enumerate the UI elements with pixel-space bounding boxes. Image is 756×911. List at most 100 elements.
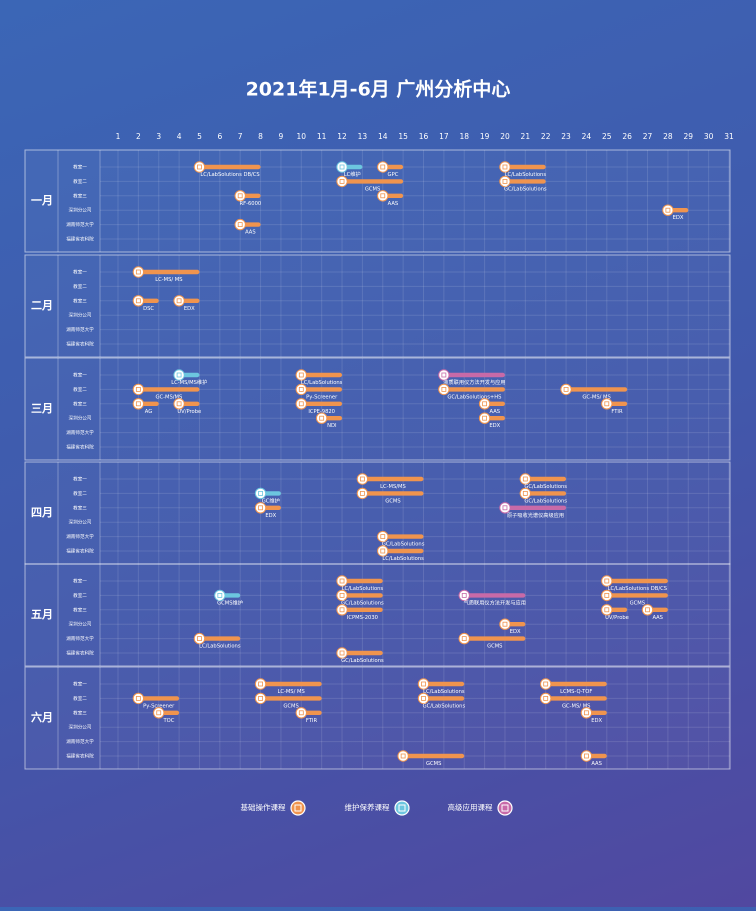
course-label: AAS <box>245 230 256 236</box>
course-label: LC-MS/ MS <box>155 277 182 283</box>
course-label: LC-MS/MS <box>380 484 406 490</box>
course-icon <box>417 678 430 690</box>
course: GC维护 <box>254 487 281 504</box>
x-tick-label: 5 <box>197 132 202 141</box>
icon-glyph <box>258 490 263 496</box>
icon-glyph <box>135 401 141 407</box>
course-label: AAS <box>490 409 501 415</box>
row-label: 教室二 <box>73 695 87 702</box>
course-icon <box>214 589 226 602</box>
course-label: Py-Screener <box>306 394 338 400</box>
row-label: 教室二 <box>73 490 87 497</box>
course: LC/LabSolutions DB/CS <box>193 161 261 178</box>
icon-glyph <box>298 710 304 716</box>
course: EDX <box>478 412 505 429</box>
course: LC-MS/MS <box>356 473 424 490</box>
course-icon <box>132 383 145 396</box>
course-bar <box>138 387 200 392</box>
x-tick-label: 27 <box>643 132 653 141</box>
course: GC-MS/MS <box>132 383 200 400</box>
course-bar <box>362 476 424 482</box>
month-block <box>24 666 731 770</box>
icon-glyph <box>339 164 345 170</box>
course: LC-MS/ MS <box>132 266 200 283</box>
row-label: 深圳分公司 <box>69 415 92 422</box>
icon-glyph <box>461 593 467 598</box>
course-label: UV/Probe <box>605 615 629 621</box>
icon-glyph <box>543 696 549 701</box>
course: GCMS <box>601 589 668 606</box>
course-icon <box>458 632 470 645</box>
course-label: GC/LabSolutions <box>341 600 384 606</box>
course-label: Py-Screener <box>143 703 175 709</box>
course: LC/LabSolutions <box>193 632 241 650</box>
row-label: 教室一 <box>73 164 87 171</box>
month-block <box>24 357 731 461</box>
course-icon <box>356 473 369 485</box>
icon-glyph <box>380 534 386 539</box>
course: GC/LabSolutions <box>336 589 384 606</box>
course-label: FTIR <box>611 409 623 415</box>
course: FTIR <box>601 398 628 415</box>
course-icon <box>132 266 145 278</box>
course-icon <box>478 398 491 410</box>
course-icon <box>377 161 389 173</box>
x-tick-label: 4 <box>177 132 182 141</box>
month-label: 二月 <box>31 299 53 312</box>
legend-label: 高级应用课程 <box>448 802 493 812</box>
x-tick-label: 14 <box>378 132 388 141</box>
course: GCMS <box>458 632 526 650</box>
course: AAS <box>641 604 668 621</box>
course-icon <box>254 502 267 514</box>
course-icon <box>662 204 674 216</box>
course: 气质联用仪方法开发与应用 <box>458 589 526 606</box>
course-label: GPC <box>388 172 399 178</box>
course-bar <box>443 387 505 392</box>
icon-glyph <box>604 401 610 407</box>
row-label: 教室三 <box>73 606 87 613</box>
x-tick-label: 19 <box>480 132 490 141</box>
course-label: LC-MS/ MS <box>277 689 304 695</box>
icon-glyph <box>197 164 202 170</box>
course: GCMS <box>397 750 465 767</box>
row-label: 湖南师范大学 <box>66 635 94 642</box>
icon-glyph <box>135 386 141 392</box>
course-icon <box>336 647 348 659</box>
row-label: 教室一 <box>73 476 87 483</box>
x-tick-label: 7 <box>238 132 243 141</box>
x-tick-label: 17 <box>439 132 449 141</box>
row-label: 教室三 <box>73 504 87 511</box>
x-tick-label: 24 <box>582 132 592 141</box>
course-bar <box>525 476 567 482</box>
course: GC/LabSolutions+HS <box>438 383 505 400</box>
course: LC/LabSolutions <box>336 575 383 592</box>
x-tick-label: 2 <box>136 132 141 141</box>
course: AAS <box>580 750 607 767</box>
month-label: 四月 <box>31 506 53 519</box>
x-tick-label: 8 <box>258 132 263 141</box>
row-label: 教室三 <box>73 297 87 304</box>
course-label: TOC <box>162 718 174 724</box>
course-icon <box>601 604 613 616</box>
course-label: EDX <box>489 423 500 429</box>
icon-glyph <box>441 386 447 392</box>
icon-glyph <box>604 578 610 584</box>
month-block <box>24 254 731 358</box>
course-bar <box>342 593 383 598</box>
course-icon <box>397 750 409 762</box>
icon-glyph <box>461 636 467 641</box>
course: LC/LabSolutions <box>499 161 546 178</box>
course: EDX <box>173 295 200 312</box>
course-icon <box>417 692 430 705</box>
course-bar <box>301 372 343 378</box>
course-bar <box>301 401 343 406</box>
course-icon <box>173 295 185 307</box>
icon-glyph <box>380 193 386 199</box>
course-icon <box>499 175 511 188</box>
legend-label: 维护保养课程 <box>345 802 390 812</box>
course: AG <box>132 398 159 415</box>
row-label: 教室一 <box>73 372 87 379</box>
course-icon <box>438 383 450 396</box>
course: GC/LabSolutions <box>417 692 465 709</box>
course-bar <box>362 491 424 496</box>
